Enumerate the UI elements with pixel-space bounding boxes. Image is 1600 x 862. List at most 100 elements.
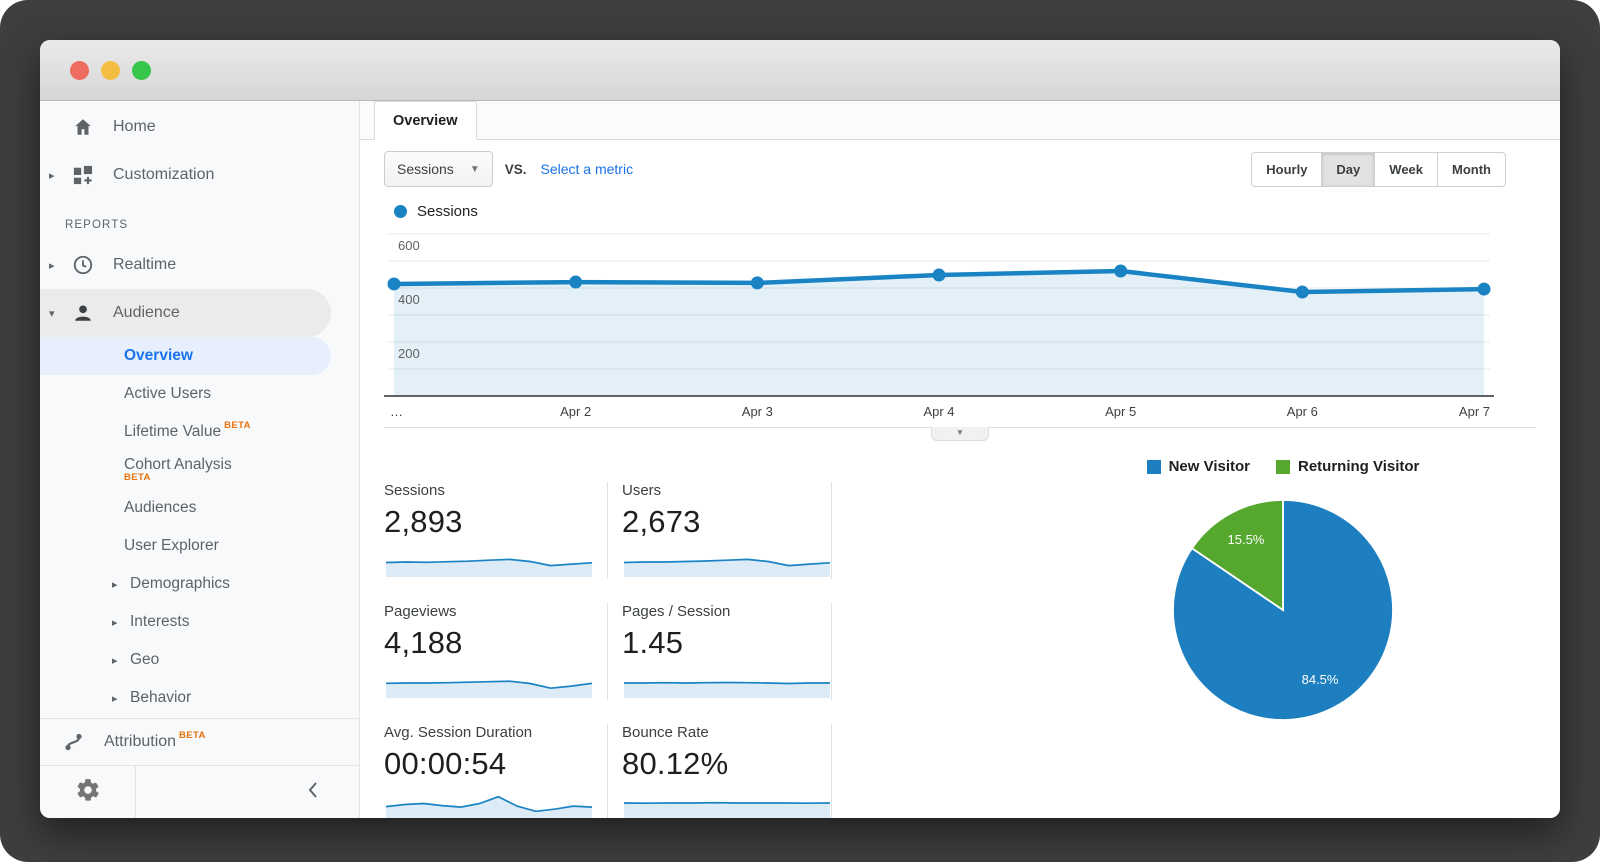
metric-value: 80.12% <box>622 746 729 781</box>
pie-legend: New Visitor Returning Visitor <box>1118 458 1448 475</box>
granularity-day-button[interactable]: Day <box>1321 151 1376 187</box>
svg-text:Apr 7: Apr 7 <box>1459 404 1490 419</box>
window-titlebar <box>40 40 1560 101</box>
close-window-button[interactable] <box>70 60 89 80</box>
metric-label: Avg. Session Duration <box>384 724 533 741</box>
chart-legend: Sessions <box>360 195 1560 222</box>
svg-text:Apr 6: Apr 6 <box>1287 404 1318 419</box>
time-granularity-group: Hourly Day Week Month <box>1251 151 1506 187</box>
metric-label: Pages / Session <box>622 603 731 620</box>
sidebar-item-home[interactable]: Home <box>40 103 359 151</box>
granularity-month-button[interactable]: Month <box>1437 151 1506 187</box>
line-chart-svg[interactable]: 200 400 600 … Apr 2 Apr 3 Apr 4 Apr 5 Apr 6 Apr 7 <box>384 226 1512 422</box>
metric-card-pageviews[interactable]: Pageviews 4,188 <box>384 603 608 700</box>
metric-value: 1.45 <box>622 625 684 660</box>
sidebar-item-lifetime-value[interactable]: Lifetime Value BETA <box>40 413 359 451</box>
metric-value: 00:00:54 <box>384 746 507 781</box>
report-tab-bar: Overview <box>360 101 1560 140</box>
sidebar-nav: Home ▸ Customization REPORTS ▸ Realtime ▾ Audie… <box>40 101 359 718</box>
chart-expander-button[interactable]: ▼ <box>931 427 989 441</box>
select-metric-link[interactable]: Select a metric <box>540 161 634 177</box>
granularity-hourly-button[interactable]: Hourly <box>1251 151 1323 187</box>
chevron-down-icon: ▼ <box>469 163 480 175</box>
svg-text:200: 200 <box>398 346 420 361</box>
metric-sparkline <box>385 795 593 818</box>
minimize-window-button[interactable] <box>101 60 120 80</box>
svg-text:400: 400 <box>398 292 420 307</box>
granularity-week-button[interactable]: Week <box>1374 151 1439 187</box>
metric-sparkline <box>623 801 831 818</box>
legend-label: New Visitor <box>1168 458 1250 475</box>
sidebar-item-audiences[interactable]: Audiences <box>40 489 359 527</box>
metric-sparkline <box>385 680 593 698</box>
sidebar-item-interests[interactable]: ▸ Interests <box>40 603 359 641</box>
metric-value: 2,893 <box>384 504 463 539</box>
sidebar-footer <box>40 765 359 818</box>
sidebar-item-label: Attribution <box>104 733 177 750</box>
beta-badge: BETA <box>224 419 251 431</box>
metric-toolbar: Sessions ▼ VS. Select a metric Hourly Day… <box>360 140 1560 195</box>
chevron-down-icon[interactable]: ▾ <box>49 307 55 320</box>
sidebar-item-customization[interactable]: ▸ Customization <box>40 151 359 199</box>
svg-text:Apr 2: Apr 2 <box>560 404 591 419</box>
home-icon <box>71 116 95 138</box>
customization-icon <box>71 165 95 185</box>
metric-label: Bounce Rate <box>622 724 709 741</box>
chevron-right-icon[interactable]: ▸ <box>112 616 118 629</box>
sidebar-item-label: Geo <box>130 651 160 668</box>
metric-card-pages-session[interactable]: Pages / Session 1.45 <box>608 603 832 700</box>
sidebar-item-label: Demographics <box>130 575 230 592</box>
metric-card-sessions[interactable]: Sessions 2,893 <box>384 482 608 579</box>
metric-label: Users <box>622 482 662 499</box>
svg-text:Apr 3: Apr 3 <box>742 404 773 419</box>
metric-card-avg-session-duration[interactable]: Avg. Session Duration 00:00:54 <box>384 724 608 818</box>
visitor-pie-chart[interactable]: 84.5% 15.5% <box>1168 495 1398 725</box>
metric-dropdown[interactable]: Sessions ▼ <box>384 151 493 187</box>
chevron-right-icon[interactable]: ▸ <box>112 578 118 591</box>
sidebar-item-label: Overview <box>124 347 193 364</box>
svg-text:Apr 5: Apr 5 <box>1105 404 1136 419</box>
sidebar-item-audience[interactable]: ▾ Audience <box>40 289 331 337</box>
overview-dashboard: Sessions 2,893 Users 2,673 Pageviews 4,188 Pag… <box>360 428 1560 818</box>
sidebar-item-behavior[interactable]: ▸ Behavior <box>40 679 359 717</box>
sidebar-item-active-users[interactable]: Active Users <box>40 375 359 413</box>
collapse-sidebar-button[interactable] <box>136 766 359 818</box>
chevron-right-icon[interactable]: ▸ <box>112 692 118 705</box>
metrics-grid: Sessions 2,893 Users 2,673 Pageviews 4,188 Pag… <box>384 482 832 818</box>
pie-legend-item-returning-visitor[interactable]: Returning Visitor <box>1276 458 1419 475</box>
metric-label: Pageviews <box>384 603 457 620</box>
chevron-right-icon[interactable]: ▸ <box>112 654 118 667</box>
chevron-left-icon <box>307 781 319 804</box>
tab-overview[interactable]: Overview <box>374 101 477 140</box>
chevron-right-icon[interactable]: ▸ <box>49 259 55 272</box>
svg-text:84.5%: 84.5% <box>1302 672 1339 687</box>
sidebar-item-user-explorer[interactable]: User Explorer <box>40 527 359 565</box>
beta-badge: BETA <box>179 729 206 741</box>
sidebar-item-label: Behavior <box>130 689 192 706</box>
svg-text:600: 600 <box>398 238 420 253</box>
sidebar-item-overview[interactable]: Overview <box>40 337 331 375</box>
metric-card-users[interactable]: Users 2,673 <box>608 482 832 579</box>
clock-icon <box>71 254 95 276</box>
pie-legend-item-new-visitor[interactable]: New Visitor <box>1146 458 1250 475</box>
person-icon <box>71 302 95 324</box>
sidebar-item-label: Audiences <box>124 499 197 516</box>
main-area: Home ▸ Customization REPORTS ▸ Realtime ▾ Audie… <box>40 101 1560 818</box>
sidebar-item-realtime[interactable]: ▸ Realtime <box>40 241 359 289</box>
metric-sparkline <box>623 558 831 577</box>
sidebar-item-attribution[interactable]: Attribution BETA <box>40 718 359 765</box>
zoom-window-button[interactable] <box>132 60 151 80</box>
sidebar-item-label: Active Users <box>124 385 211 402</box>
chevron-right-icon[interactable]: ▸ <box>49 169 55 182</box>
sidebar-item-label: Interests <box>130 613 190 630</box>
sidebar-item-demographics[interactable]: ▸ Demographics <box>40 565 359 603</box>
metric-sparkline <box>385 558 593 577</box>
beta-badge: BETA <box>124 472 151 484</box>
sessions-legend-dot <box>394 205 407 218</box>
metric-card-bounce-rate[interactable]: Bounce Rate 80.12% <box>608 724 832 818</box>
sidebar-item-geo[interactable]: ▸ Geo <box>40 641 359 679</box>
svg-text:…: … <box>390 404 403 419</box>
sidebar-item-cohort-analysis[interactable]: Cohort Analysis BETA <box>40 451 359 489</box>
settings-gear-button[interactable] <box>40 766 136 818</box>
sidebar-item-label: Realtime <box>113 256 177 273</box>
